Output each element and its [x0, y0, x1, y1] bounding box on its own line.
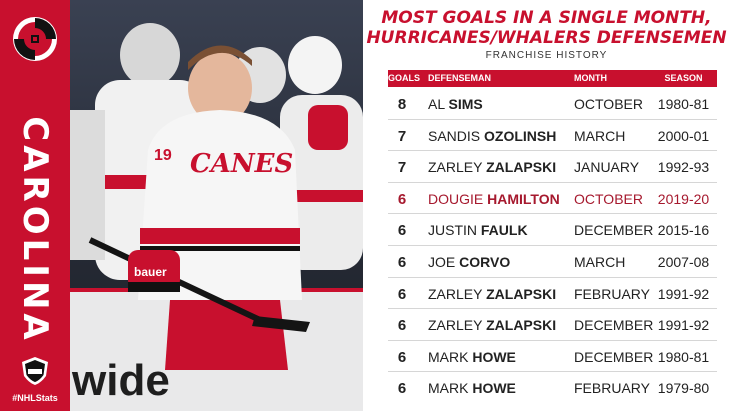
last-name: Howe: [472, 348, 516, 365]
stats-panel: Most goals in a single month, Hurricanes…: [363, 0, 730, 411]
first-name: Mark: [428, 380, 469, 397]
season-value: 2000-01: [657, 127, 710, 144]
header-defenseman: DEFENSEMAN: [428, 73, 492, 83]
season-value: 2015-16: [657, 222, 710, 239]
last-name: Zalapski: [486, 159, 557, 176]
last-name: Sims: [448, 96, 483, 112]
sidebar: CAROLINA #NHLStats: [0, 0, 70, 411]
first-name: Dougie: [428, 190, 484, 207]
goals-value: 6: [397, 285, 407, 303]
table-row: 6 Mark Howe December 1980-81: [388, 341, 717, 373]
last-name: Zalapski: [486, 285, 557, 302]
table-row: 6 Justin Faulk December 2015-16: [388, 214, 717, 246]
first-name: Sandis: [428, 127, 481, 144]
table-row: 6 Joe Corvo March 2007-08: [388, 246, 717, 278]
first-name: Al: [428, 96, 445, 112]
player-photo: wide CANES 19 bauer: [70, 0, 363, 411]
month-value: October: [574, 190, 643, 207]
month-value: March: [574, 127, 626, 144]
hurricane-flag-icon: [13, 17, 57, 61]
player-name: Zarley Zalapski: [428, 317, 556, 333]
player-name: Al Sims: [428, 96, 483, 112]
table-header: GOALS DEFENSEMAN MONTH SEASON: [388, 70, 717, 87]
team-name: CAROLINA: [15, 116, 55, 344]
stats-table: 8 Al Sims October 1980-81 7 Sandis Ozoli…: [388, 88, 717, 404]
season-value: 1980-81: [657, 348, 710, 365]
goals-value: 6: [397, 190, 407, 208]
last-name: Zalapski: [486, 317, 557, 334]
header-month: MONTH: [574, 73, 607, 83]
player-name: Mark Howe: [428, 380, 516, 396]
player-name: Dougie Hamilton: [428, 191, 560, 207]
hashtag: #NHLStats: [12, 393, 58, 403]
player-name: Mark Howe: [428, 349, 516, 365]
glove-brand: bauer: [134, 265, 167, 279]
goals-value: 6: [397, 253, 407, 271]
player-name: Zarley Zalapski: [428, 159, 556, 175]
last-name: Hamilton: [487, 190, 560, 207]
first-name: Justin: [428, 222, 477, 239]
nhl-shield-icon: [22, 357, 48, 385]
goals-value: 6: [397, 222, 407, 240]
player-name: Justin Faulk: [428, 222, 528, 238]
season-value: 1979-80: [657, 380, 710, 397]
table-row: 6 Zarley Zalapski February 1991-92: [388, 278, 717, 310]
jersey-number: 19: [154, 147, 172, 164]
title-line-1: Most goals in a single month,: [381, 8, 712, 28]
jersey-text: CANES: [190, 149, 293, 179]
month-value: October: [574, 96, 643, 112]
title-line-2: Hurricanes/Whalers defensemen: [366, 28, 727, 48]
month-value: January: [574, 159, 640, 176]
player-name: Sandis Ozolinsh: [428, 128, 556, 144]
season-value: 1991-92: [657, 317, 710, 334]
player-name: Zarley Zalapski: [428, 286, 556, 302]
banner-text: wide: [71, 356, 170, 405]
player-name: Joe Corvo: [428, 254, 510, 270]
season-value: 1991-92: [657, 285, 710, 302]
first-name: Joe: [428, 253, 456, 270]
goals-value: 8: [397, 96, 407, 113]
goals-value: 6: [397, 317, 407, 335]
table-row: 6 Zarley Zalapski December 1991-92: [388, 309, 717, 341]
table-row: 7 Sandis Ozolinsh March 2000-01: [388, 120, 717, 152]
month-value: February: [574, 380, 650, 397]
last-name: Howe: [472, 380, 516, 397]
last-name: Faulk: [480, 222, 528, 239]
season-value: 2019-20: [657, 190, 710, 207]
table-row: 8 Al Sims October 1980-81: [388, 88, 717, 120]
first-name: Zarley: [428, 159, 483, 176]
month-value: December: [574, 317, 654, 334]
season-value: 1980-81: [657, 96, 710, 112]
last-name: Ozolinsh: [484, 127, 557, 144]
header-goals: GOALS: [388, 73, 421, 83]
season-value: 1992-93: [657, 159, 710, 176]
first-name: Mark: [428, 348, 469, 365]
table-row-highlighted: 6 Dougie Hamilton October 2019-20: [388, 183, 717, 215]
first-name: Zarley: [428, 285, 483, 302]
goals-value: 6: [397, 348, 407, 366]
goals-value: 7: [397, 159, 407, 177]
table-row: 6 Mark Howe February 1979-80: [388, 372, 717, 404]
subtitle: Franchise History: [485, 50, 608, 61]
season-value: 2007-08: [657, 253, 710, 270]
header-season: SEASON: [664, 73, 703, 83]
goals-value: 6: [397, 380, 407, 398]
month-value: December: [574, 222, 654, 239]
first-name: Zarley: [428, 317, 483, 334]
last-name: Corvo: [459, 253, 511, 270]
month-value: February: [574, 285, 650, 302]
month-value: December: [574, 348, 654, 365]
month-value: March: [574, 253, 626, 270]
goals-value: 7: [397, 127, 407, 145]
table-row: 7 Zarley Zalapski January 1992-93: [388, 151, 717, 183]
